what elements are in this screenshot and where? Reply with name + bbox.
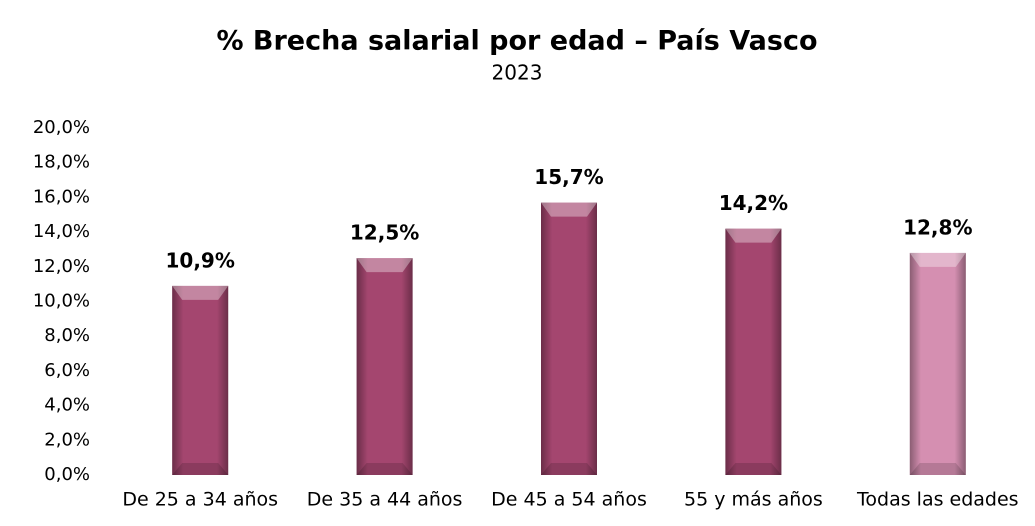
y-tick-label: 14,0% — [33, 221, 90, 242]
y-tick-label: 12,0% — [33, 256, 90, 277]
y-tick-label: 6,0% — [44, 360, 90, 381]
x-tick-label: De 45 a 54 años — [491, 489, 647, 511]
value-label: 12,5% — [350, 221, 419, 245]
bar-bevel — [725, 228, 782, 243]
y-tick-label: 16,0% — [33, 186, 90, 207]
value-label: 15,7% — [534, 165, 603, 189]
y-tick-label: 8,0% — [44, 325, 90, 346]
y-tick-label: 20,0% — [33, 117, 90, 138]
bar-bevel — [356, 258, 413, 273]
y-tick-label: 4,0% — [44, 395, 90, 416]
bar-bevel — [725, 463, 782, 475]
bar-bevel — [541, 202, 597, 217]
x-tick-label: De 35 a 44 años — [307, 489, 463, 511]
bar-bevel — [356, 463, 413, 475]
value-label: 10,9% — [166, 248, 235, 272]
value-label: 14,2% — [719, 191, 788, 215]
bar-shade — [172, 285, 229, 475]
y-tick-label: 2,0% — [44, 429, 90, 450]
bar-shade — [541, 202, 597, 476]
bar-shade — [909, 252, 966, 475]
y-tick-label: 10,0% — [33, 291, 90, 312]
bar-bevel — [172, 285, 229, 300]
bar-shade — [356, 258, 413, 475]
bar-bevel — [172, 463, 229, 475]
x-tick-label: Todas las edades — [856, 489, 1019, 511]
bar-bevel — [909, 463, 966, 475]
y-tick-label: 0,0% — [44, 464, 90, 485]
x-tick-label: De 25 a 34 años — [122, 489, 278, 511]
chart-subtitle: 2023 — [492, 61, 543, 85]
y-tick-label: 18,0% — [33, 152, 90, 173]
bar-bevel — [909, 252, 966, 267]
chart-title: % Brecha salarial por edad – País Vasco — [216, 26, 817, 57]
value-label: 12,8% — [903, 215, 972, 239]
bar-shade — [725, 228, 782, 475]
x-tick-label: 55 y más años — [684, 489, 823, 511]
bar-bevel — [541, 463, 597, 475]
